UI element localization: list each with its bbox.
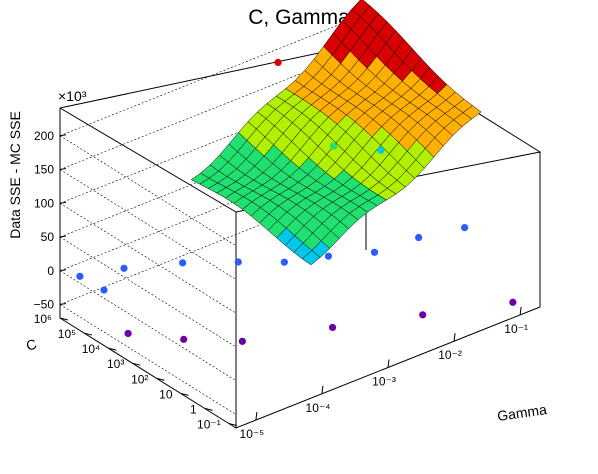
y-tick-mark xyxy=(132,362,141,366)
scatter-point xyxy=(377,146,385,154)
y-tick-label: 1 xyxy=(190,402,197,416)
x-tick-label: 10⁻³ xyxy=(372,375,396,389)
scatter-point xyxy=(370,248,379,256)
y-tick-label: 10⁻¹ xyxy=(197,417,221,431)
scatter-point xyxy=(100,286,108,294)
x-tick-mark xyxy=(387,359,390,368)
x-tick-mark xyxy=(519,306,522,315)
scatter-point xyxy=(461,223,469,232)
y-tick-label: 10⁶ xyxy=(34,312,52,326)
y-tick-mark xyxy=(180,392,189,396)
y-axis-title: C xyxy=(24,336,39,354)
scatter-point xyxy=(330,142,338,150)
z-gridline-left xyxy=(59,270,237,382)
y-tick-label: 10³ xyxy=(107,357,124,371)
x-tick-label: 10⁻⁵ xyxy=(240,427,265,441)
z-tick-label: 150 xyxy=(34,163,54,177)
y-axis-ticks: 10⁻¹1 10 10² 10³ 10⁴ 10⁵ 10⁶ xyxy=(34,312,237,431)
chart-title: C, Gamma xyxy=(248,6,350,29)
scatter-point xyxy=(415,233,423,242)
y-tick-mark xyxy=(83,332,93,336)
y-tick-label: 10⁴ xyxy=(82,342,101,356)
scatter-point xyxy=(280,258,288,266)
x-tick-label: 10⁻¹ xyxy=(504,322,528,336)
scatter-point xyxy=(180,335,188,343)
scatter-point xyxy=(328,323,337,332)
scatter-point xyxy=(324,252,333,260)
z-gridline-left xyxy=(59,236,237,348)
y-tick-mark xyxy=(108,347,117,351)
x-tick-mark xyxy=(255,412,258,421)
surface-plot xyxy=(190,0,482,266)
x-tick-mark xyxy=(453,333,456,342)
scatter-points xyxy=(76,58,517,345)
x-tick-label: 10⁻² xyxy=(438,348,462,362)
y-tick-label: 10² xyxy=(131,372,148,386)
y-tick-mark xyxy=(59,317,69,321)
z-tick-label: 200 xyxy=(34,129,54,143)
x-tick-label: 10⁻⁴ xyxy=(306,401,331,415)
scatter-point xyxy=(179,259,187,267)
surface-cell xyxy=(462,105,482,120)
scatter-point xyxy=(124,329,132,338)
z-tick-label: 50 xyxy=(41,230,55,244)
z-tick-mark xyxy=(59,201,67,204)
z-axis-title: Data SSE - MC SSE xyxy=(7,111,23,239)
scatter-point xyxy=(419,311,427,319)
y-tick-mark xyxy=(228,422,237,426)
scatter-point xyxy=(509,298,517,306)
z-gridline-left xyxy=(59,135,237,247)
y-tick-label: 10⁵ xyxy=(58,327,76,341)
z-tick-label: 100 xyxy=(34,196,54,210)
z-tick-mark xyxy=(59,168,67,170)
scatter-point xyxy=(120,264,128,272)
y-tick-label: 10 xyxy=(159,387,173,401)
x-axis-title: Gamma xyxy=(496,401,548,424)
x-tick-mark xyxy=(321,385,324,394)
z-gridline-back xyxy=(59,14,365,137)
y-tick-mark xyxy=(156,377,165,381)
z-gridline-left xyxy=(59,304,237,415)
scatter-point xyxy=(238,337,246,345)
y-tick-mark xyxy=(204,407,213,411)
scatter-point xyxy=(76,272,84,280)
scatter-point xyxy=(274,58,282,67)
z-axis-ticks: −50 0 50 100 150 200 xyxy=(34,129,67,312)
z-gridline-left xyxy=(59,202,237,314)
z-tick-label: 0 xyxy=(47,264,54,278)
z-tick-mark xyxy=(59,235,67,238)
z-tick-mark xyxy=(59,303,67,305)
z-tick-mark xyxy=(59,269,67,272)
z-multiplier-label: ×10³ xyxy=(58,88,87,104)
x-axis-ticks: 10⁻⁵ 10⁻⁴ 10⁻³ 10⁻² 10⁻¹ xyxy=(240,306,528,441)
scatter-point xyxy=(234,258,242,266)
z-tick-label: −50 xyxy=(34,298,55,312)
z-tick-mark xyxy=(59,134,67,137)
z-gridline-left xyxy=(59,169,237,280)
